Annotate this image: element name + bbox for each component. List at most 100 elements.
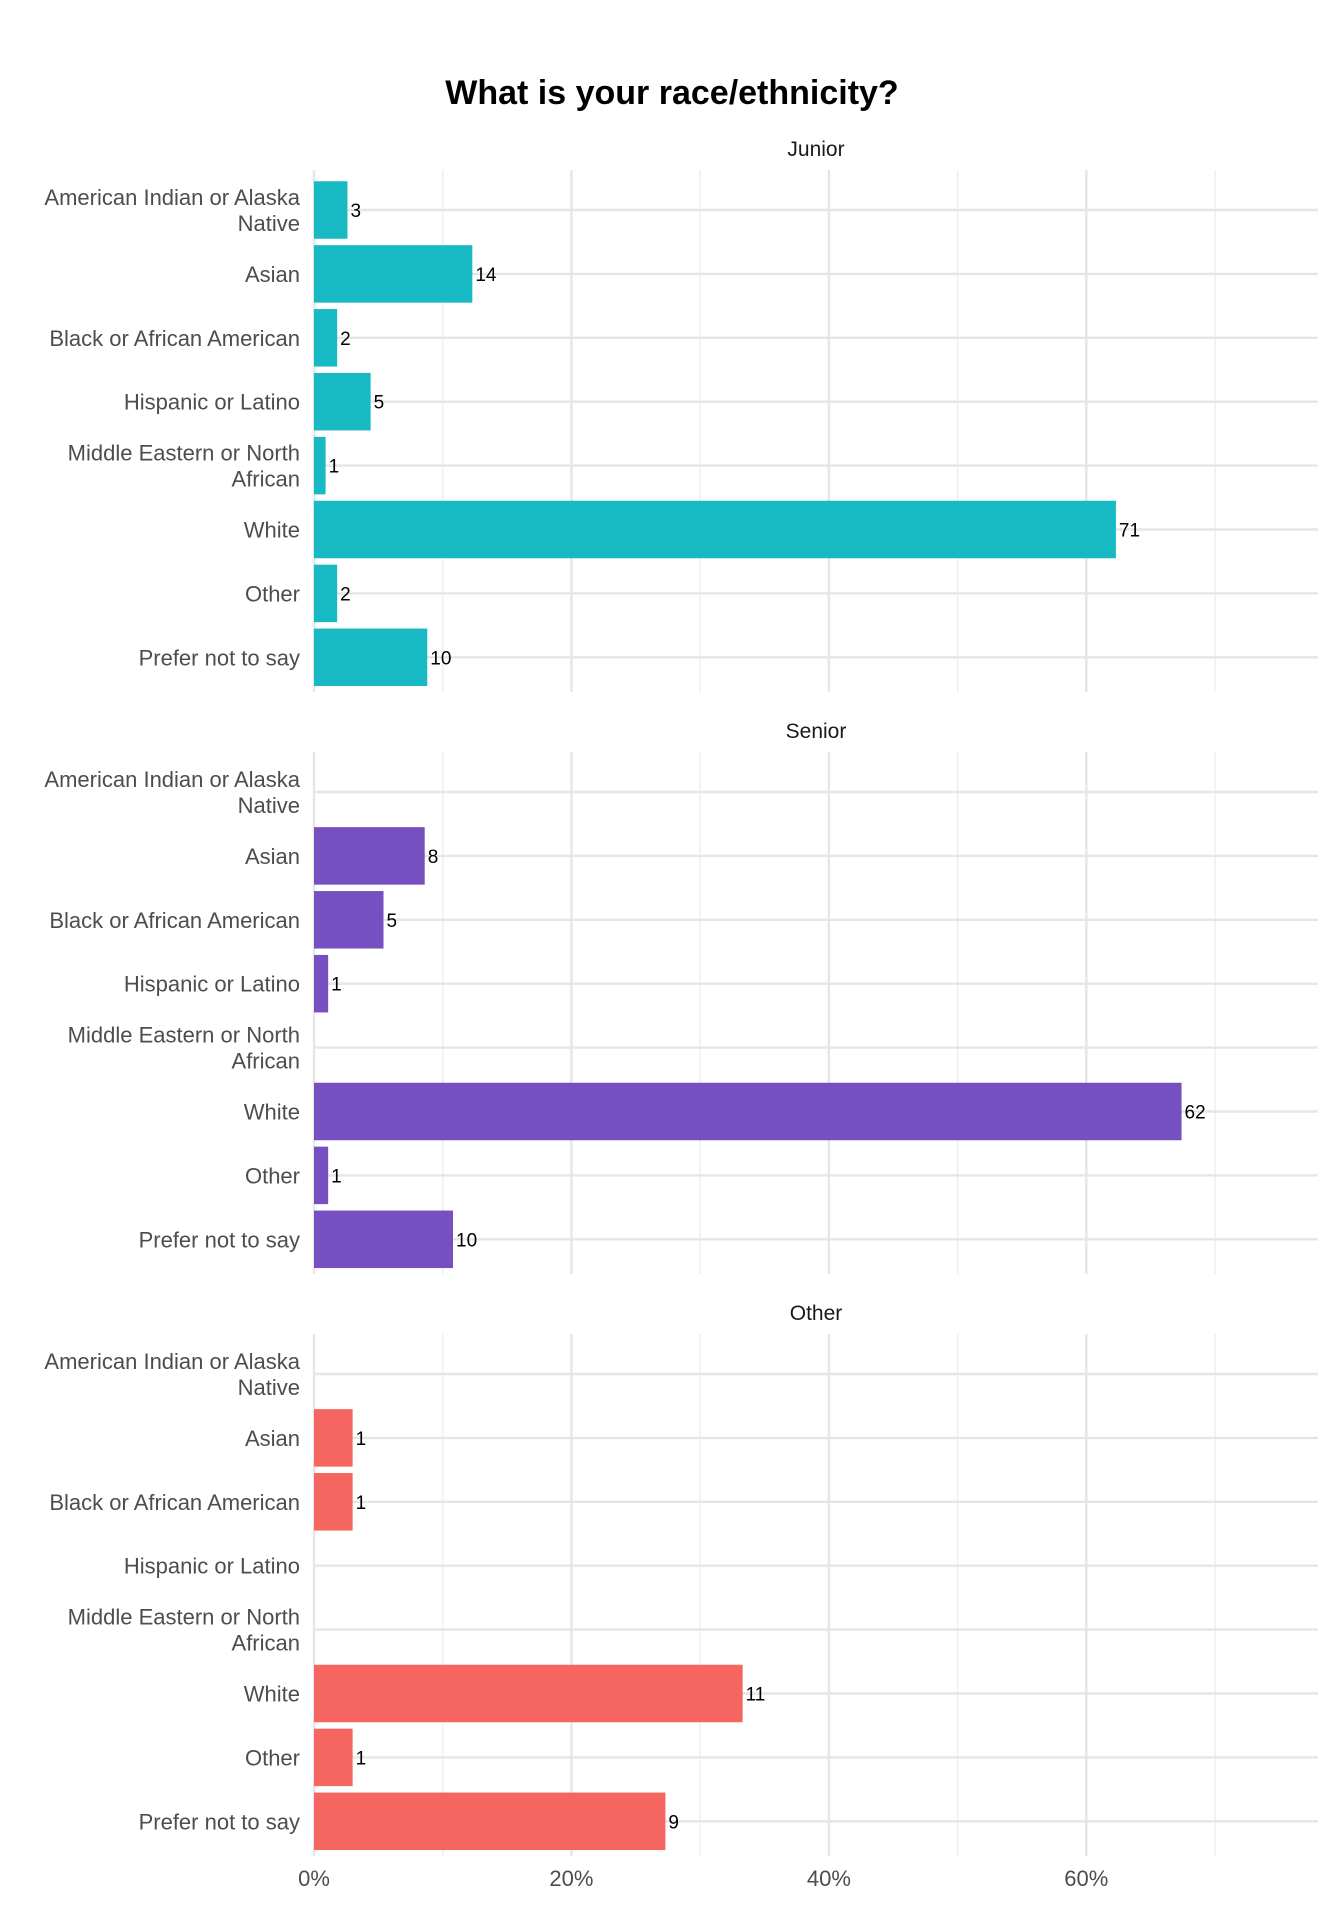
bar-value-label: 3 — [350, 201, 361, 222]
bar — [314, 436, 326, 495]
category-label-line: Native — [238, 793, 300, 818]
category-label-line: White — [244, 1100, 300, 1125]
category-label-line: American Indian or Alaska — [44, 767, 300, 792]
bar — [314, 628, 428, 687]
bar-value-label: 71 — [1119, 521, 1140, 542]
category-label-line: White — [244, 518, 300, 543]
bar-value-label: 10 — [430, 648, 451, 669]
bar-value-label: 1 — [356, 1429, 367, 1450]
category-label: Asian — [245, 262, 300, 287]
bar-value-label: 8 — [428, 847, 439, 868]
category-label: Prefer not to say — [139, 645, 300, 670]
category-label: Asian — [245, 1426, 300, 1451]
x-tick-label: 40% — [807, 1866, 851, 1891]
bar-value-label: 1 — [329, 457, 340, 478]
category-label-line: Middle Eastern or North — [68, 1605, 300, 1630]
category-label-line: Other — [245, 1163, 300, 1188]
bar-value-label: 2 — [340, 329, 351, 350]
category-label-line: Prefer not to say — [139, 1227, 300, 1252]
category-label-line: American Indian or Alaska — [44, 185, 300, 210]
bar-value-label: 5 — [374, 393, 385, 414]
category-label-line: Native — [238, 1375, 300, 1400]
category-label-line: Middle Eastern or North — [68, 1023, 300, 1048]
category-label-line: African — [232, 1631, 300, 1656]
category-label-line: American Indian or Alaska — [44, 1349, 300, 1374]
category-label: Other — [245, 1163, 300, 1188]
x-tick-label: 60% — [1064, 1866, 1108, 1891]
category-label: Middle Eastern or North African — [68, 441, 300, 492]
bar — [314, 1792, 666, 1851]
bar-value-label: 5 — [387, 911, 398, 932]
bar — [314, 372, 371, 431]
category-label: Hispanic or Latino — [124, 1554, 300, 1579]
bar — [314, 1082, 1182, 1141]
category-label-line: Prefer not to say — [139, 1809, 300, 1834]
bar-value-label: 62 — [1185, 1103, 1206, 1124]
category-label: Asian — [245, 844, 300, 869]
bar-value-label: 1 — [356, 1748, 367, 1769]
bar — [314, 954, 329, 1013]
category-label-line: Black or African American — [49, 908, 300, 933]
category-label-line: Black or African American — [49, 1490, 300, 1515]
facet-title: Senior — [786, 720, 847, 743]
category-label: Hispanic or Latino — [124, 390, 300, 415]
bar — [314, 1728, 353, 1787]
category-label: White — [244, 518, 300, 543]
category-label-line: African — [232, 1049, 300, 1074]
bar-value-label: 2 — [340, 584, 351, 605]
category-label-line: Native — [238, 211, 300, 236]
category-label: Hispanic or Latino — [124, 972, 300, 997]
x-tick-label: 0% — [298, 1866, 330, 1891]
category-label-line: Other — [245, 581, 300, 606]
category-label: American Indian or Alaska Native — [44, 767, 300, 818]
bar-value-label: 9 — [668, 1812, 679, 1833]
category-label: Other — [245, 1745, 300, 1770]
bar — [314, 309, 338, 367]
category-label: White — [244, 1682, 300, 1707]
bar-value-label: 1 — [331, 1166, 342, 1187]
category-label-line: Middle Eastern or North — [68, 441, 300, 466]
category-label-line: Prefer not to say — [139, 645, 300, 670]
category-label-line: Hispanic or Latino — [124, 390, 300, 415]
bar — [314, 1473, 353, 1531]
category-label: Black or African American — [49, 1490, 300, 1515]
category-label-line: Hispanic or Latino — [124, 972, 300, 997]
bar-value-label: 1 — [356, 1493, 367, 1514]
category-label-line: Other — [245, 1745, 300, 1770]
category-label: American Indian or Alaska Native — [44, 1349, 300, 1400]
category-label: Middle Eastern or North African — [68, 1023, 300, 1074]
chart-title: What is your race/ethnicity? — [445, 74, 898, 112]
category-label-line: Asian — [245, 1426, 300, 1451]
category-label: Other — [245, 581, 300, 606]
category-label-line: Asian — [245, 844, 300, 869]
x-tick-label: 20% — [549, 1866, 593, 1891]
bar — [314, 564, 338, 623]
category-label-line: Hispanic or Latino — [124, 1554, 300, 1579]
bar-value-label: 10 — [456, 1230, 477, 1251]
bar — [314, 500, 1116, 559]
bar — [314, 891, 384, 949]
category-label-line: Asian — [245, 262, 300, 287]
category-label: Black or African American — [49, 908, 300, 933]
category-label-line: African — [232, 467, 300, 492]
bar — [314, 181, 348, 239]
bar — [314, 1409, 353, 1467]
bar — [314, 827, 425, 885]
bar — [314, 1664, 743, 1723]
category-label: American Indian or Alaska Native — [44, 185, 300, 236]
category-label: Middle Eastern or North African — [68, 1605, 300, 1656]
category-label-line: White — [244, 1682, 300, 1707]
category-label: Prefer not to say — [139, 1809, 300, 1834]
bar-value-label: 14 — [475, 265, 497, 286]
bar-value-label: 11 — [746, 1685, 766, 1706]
bar — [314, 1210, 454, 1269]
category-label-line: Black or African American — [49, 326, 300, 351]
category-label: Prefer not to say — [139, 1227, 300, 1252]
facet-title: Junior — [787, 138, 844, 161]
category-label: Black or African American — [49, 326, 300, 351]
bar — [314, 1146, 329, 1205]
category-label: White — [244, 1100, 300, 1125]
bar-value-label: 1 — [331, 975, 342, 996]
